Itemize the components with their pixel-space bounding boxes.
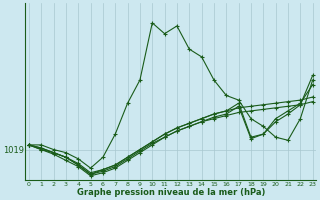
X-axis label: Graphe pression niveau de la mer (hPa): Graphe pression niveau de la mer (hPa) (76, 188, 265, 197)
